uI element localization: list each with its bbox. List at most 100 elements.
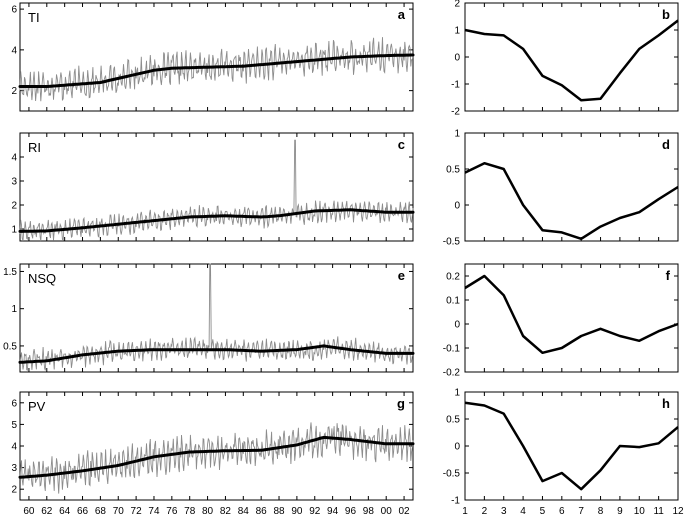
y-tick-label: 1 [454, 129, 460, 140]
x-tick-label: 84 [238, 506, 250, 514]
panel-letter: d [662, 137, 670, 152]
monthly-series-line [19, 37, 414, 102]
y-tick-label: 1.5 [3, 267, 17, 278]
x-tick-label: 7 [578, 506, 584, 514]
panel-letter: h [662, 396, 670, 411]
x-tick-label: 98 [363, 506, 375, 514]
x-tick-label: 64 [59, 506, 71, 514]
x-tick-label: 96 [345, 506, 357, 514]
y-tick-label: 0 [454, 201, 460, 212]
panel-g: 2 3 4 5 6 60 62 64 66 68 70 72 74 76 78 80 82 84 86 88 90 92 9… [11, 391, 415, 514]
y-tick-label: 4 [11, 153, 17, 164]
panel-h: -1-0.500.511 2 3 4 5 6 7 8 9 10 11 12h [443, 388, 684, 514]
monthly-series-line [19, 139, 414, 242]
panel-label: TI [28, 10, 40, 25]
panel-frame [464, 263, 679, 373]
trend-line [18, 208, 415, 233]
seasonal-pattern-line [464, 161, 679, 241]
y-tick-label: 6 [11, 5, 17, 16]
panel-d: -0.5 0 0.5 1 d [443, 129, 679, 248]
x-tick-label: 92 [309, 506, 321, 514]
x-tick-label: 90 [291, 506, 303, 514]
x-tick-label: 86 [256, 506, 268, 514]
y-tick-label: 1 [454, 26, 460, 37]
x-tick-label: 11 [653, 506, 664, 514]
x-tick-label: 82 [220, 506, 232, 514]
y-tick-label: 0 [454, 320, 460, 331]
panel-letter: f [666, 268, 671, 283]
y-tick-label: 1 [11, 225, 17, 236]
x-tick-label: 60 [23, 506, 35, 514]
x-tick-label: 80 [202, 506, 214, 514]
panel-label: RI [28, 140, 41, 155]
seasonal-pattern-line [464, 401, 679, 491]
panel-frame [464, 132, 679, 242]
x-tick-label: 66 [77, 506, 89, 514]
y-tick-label: -1 [451, 496, 460, 507]
y-tick-label: -0.5 [443, 469, 461, 480]
x-tick-label: 1 [462, 506, 468, 514]
y-tick-label: 5 [11, 420, 17, 431]
x-tick-label: 9 [617, 506, 623, 514]
y-tick-label: 6 [11, 398, 17, 409]
x-tick-label: 6 [559, 506, 565, 514]
x-tick-label: 10 [634, 506, 646, 514]
seasonal-pattern-line [464, 19, 679, 102]
panel-b: -2 -1 0 1 2 b [451, 0, 679, 118]
trend-line [18, 53, 415, 88]
y-tick-label: 3 [11, 463, 17, 474]
x-tick-label: 12 [672, 506, 684, 514]
panel-label: PV [28, 399, 46, 414]
panel-letter: c [398, 137, 405, 152]
y-tick-label: 1 [454, 388, 460, 399]
x-tick-label: 4 [520, 506, 526, 514]
x-tick-label: 62 [41, 506, 53, 514]
x-tick-label: 00 [381, 506, 393, 514]
y-tick-label: 0.5 [3, 341, 17, 352]
panel-letter: g [397, 396, 405, 411]
y-tick-label: 0.2 [446, 272, 460, 283]
panel-c: 1 2 3 4 RI c [11, 132, 415, 242]
panel-e: 0.5 1 1.5 NSQ e [3, 263, 415, 373]
x-tick-label: 76 [166, 506, 178, 514]
y-tick-label: -2 [451, 107, 460, 118]
x-tick-label: 94 [327, 506, 339, 514]
trend-line [18, 344, 415, 364]
trend-line [18, 435, 415, 479]
y-tick-label: 2 [11, 201, 17, 212]
panel-label: NSQ [28, 271, 56, 286]
monthly-series-line [19, 422, 414, 494]
x-tick-label: 68 [95, 506, 107, 514]
panel-frame [19, 132, 414, 242]
x-tick-label: 3 [501, 506, 507, 514]
x-tick-label: 02 [399, 506, 411, 514]
y-tick-label: 0 [454, 442, 460, 453]
x-tick-label: 2 [482, 506, 488, 514]
panel-letter: e [398, 268, 405, 283]
y-tick-label: 0 [454, 53, 460, 64]
y-tick-label: 2 [454, 0, 460, 10]
y-tick-label: -0.1 [443, 344, 461, 355]
panel-frame [464, 2, 679, 112]
seasonal-pattern-line [464, 274, 679, 355]
y-tick-label: 1 [11, 304, 17, 315]
y-tick-label: 4 [11, 442, 17, 453]
y-tick-label: 4 [11, 45, 17, 56]
panel-letter: a [398, 7, 406, 22]
x-tick-label: 74 [148, 506, 160, 514]
panel-f: -0.2 -0.1 0 0.1 0.2 f [443, 263, 679, 379]
panel-letter: b [662, 7, 670, 22]
y-tick-label: 0.5 [446, 165, 460, 176]
x-tick-label: 72 [131, 506, 143, 514]
panel-a: 2 4 6 TI a [11, 2, 415, 112]
y-tick-label: 0.1 [446, 296, 460, 307]
y-tick-label: -0.2 [443, 368, 461, 379]
x-tick-label: 78 [184, 506, 196, 514]
y-tick-label: 3 [11, 177, 17, 188]
y-tick-label: -1 [451, 80, 460, 91]
y-tick-label: 2 [11, 485, 17, 496]
y-tick-label: -0.5 [443, 237, 461, 248]
x-tick-label: 70 [113, 506, 125, 514]
x-tick-label: 88 [273, 506, 285, 514]
